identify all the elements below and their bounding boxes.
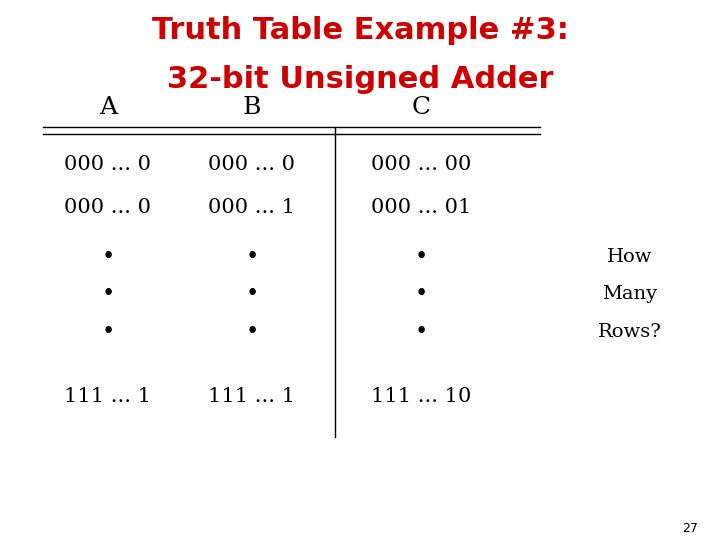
Text: Many: Many <box>603 285 657 303</box>
Text: 111 ... 10: 111 ... 10 <box>371 387 472 407</box>
Text: B: B <box>243 97 261 119</box>
Text: C: C <box>412 97 431 119</box>
Text: •: • <box>246 284 258 305</box>
Text: •: • <box>102 321 114 343</box>
Text: Truth Table Example #3:: Truth Table Example #3: <box>152 16 568 45</box>
Text: How: How <box>607 247 653 266</box>
Text: 000 ... 1: 000 ... 1 <box>209 198 295 218</box>
Text: •: • <box>415 321 428 343</box>
Text: •: • <box>102 284 114 305</box>
Text: •: • <box>415 246 428 267</box>
Text: 111 ... 1: 111 ... 1 <box>65 387 151 407</box>
Text: 32-bit Unsigned Adder: 32-bit Unsigned Adder <box>167 65 553 94</box>
Text: 000 ... 0: 000 ... 0 <box>65 198 151 218</box>
Text: 000 ... 0: 000 ... 0 <box>209 155 295 174</box>
Text: Rows?: Rows? <box>598 323 662 341</box>
Text: •: • <box>102 246 114 267</box>
Text: •: • <box>246 246 258 267</box>
Text: •: • <box>246 321 258 343</box>
Text: •: • <box>415 284 428 305</box>
Text: 27: 27 <box>683 522 698 535</box>
Text: 000 ... 00: 000 ... 00 <box>371 155 472 174</box>
Text: 000 ... 01: 000 ... 01 <box>371 198 472 218</box>
Text: A: A <box>99 97 117 119</box>
Text: 000 ... 0: 000 ... 0 <box>65 155 151 174</box>
Text: 111 ... 1: 111 ... 1 <box>209 387 295 407</box>
